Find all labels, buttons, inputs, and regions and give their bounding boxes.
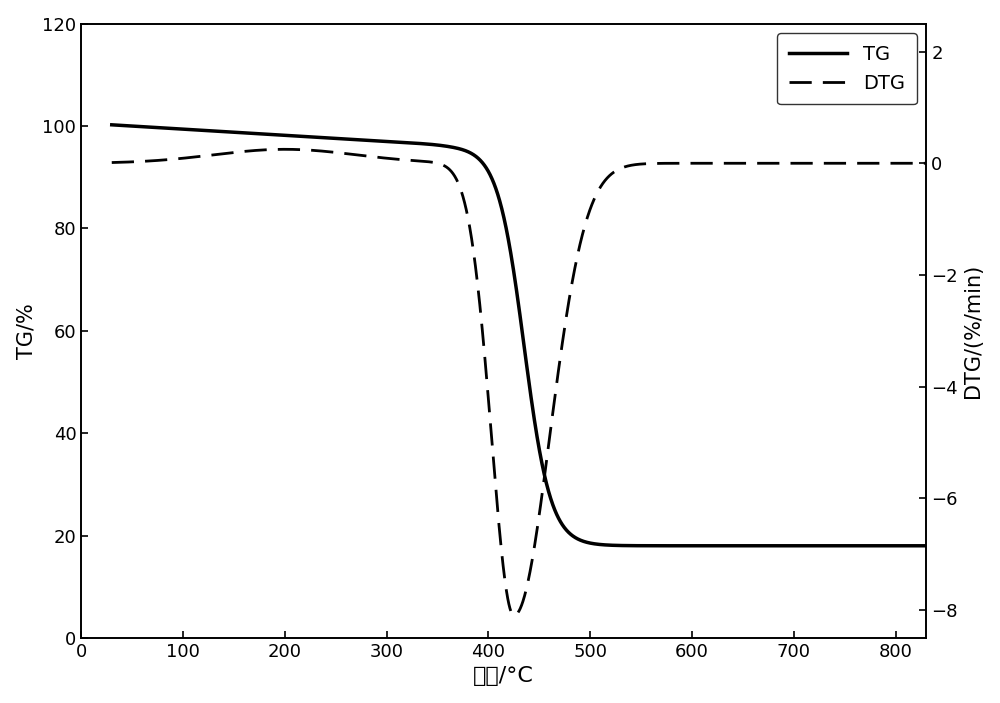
DTG [106,158,118,167]
Y-axis label: TG/%: TG/% [17,303,37,359]
TG [418,140,430,148]
TG [920,541,932,550]
TG [453,145,465,153]
Y-axis label: DTG/(%/min): DTG/(%/min) [963,264,983,398]
DTG [454,183,466,191]
Line: DTG: DTG [112,149,926,616]
DTG [508,612,520,620]
TG [247,129,259,138]
DTG [920,159,932,167]
Legend: TG, DTG: TG, DTG [777,33,917,105]
DTG [247,146,259,155]
DTG [279,145,291,153]
X-axis label: 温度/°C: 温度/°C [473,666,534,686]
DTG [817,159,829,167]
DTG [199,152,211,160]
TG [817,541,829,550]
Line: TG: TG [112,125,926,546]
TG [106,121,118,129]
DTG [905,159,917,167]
DTG [418,157,430,166]
TG [199,127,211,135]
TG [904,541,916,550]
